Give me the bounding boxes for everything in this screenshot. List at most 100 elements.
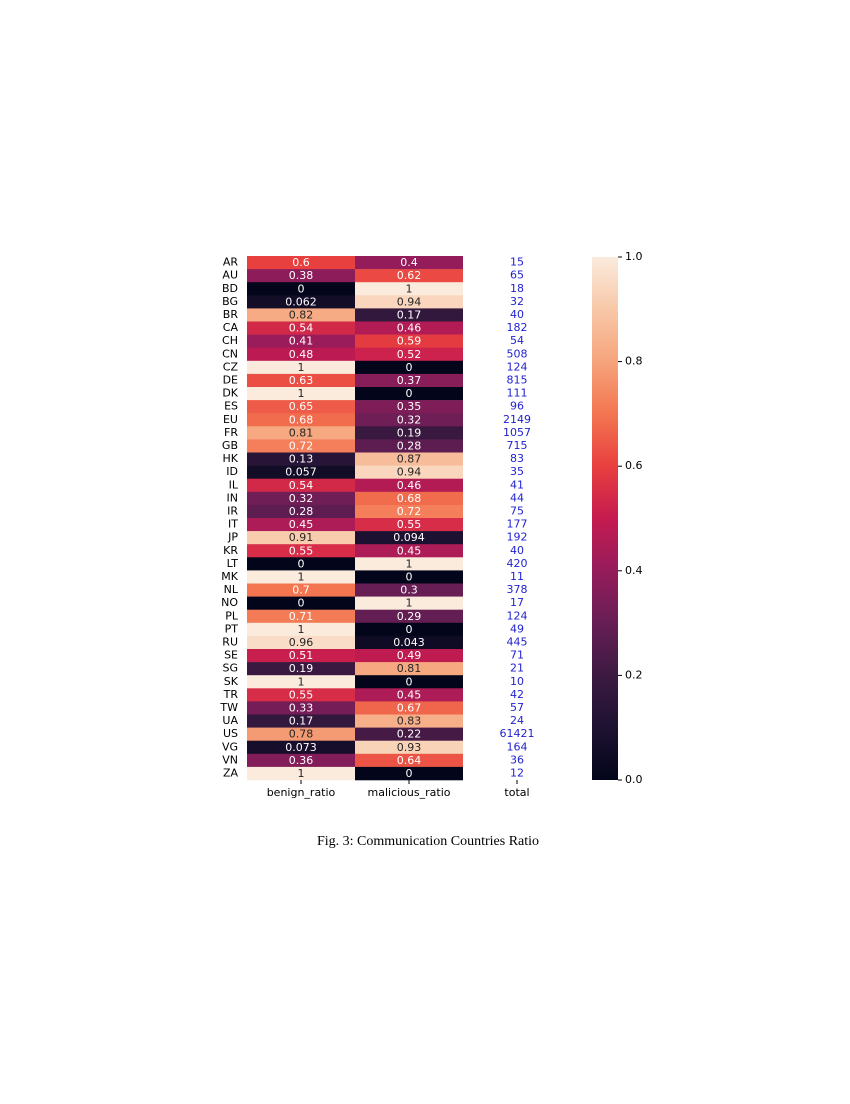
value-label: 10 [510,675,524,688]
heat-cell [355,334,463,348]
value-label: 57 [510,701,524,714]
value-label: 44 [510,491,524,504]
value-label: 0.81 [289,426,314,439]
y-tick-label: GB [222,439,238,452]
y-tick-label: CA [223,321,239,334]
value-label: 75 [510,504,524,517]
y-tick-label: BG [222,295,238,308]
value-label: 0.63 [289,374,314,387]
heat-cell [355,518,463,532]
value-label: 40 [510,544,524,557]
heat-cell [247,400,355,414]
value-label: 0.59 [397,335,422,348]
y-tick-label: AU [222,269,238,282]
y-tick-label: BR [223,308,239,321]
heat-cell [355,688,463,702]
x-tick-label: malicious_ratio [368,786,451,799]
heat-cell [355,452,463,466]
value-label: 42 [510,688,524,701]
value-label: 0.49 [397,649,422,662]
heat-cell [355,766,463,781]
value-label: 0.37 [397,374,422,387]
value-label: 124 [507,360,528,373]
value-label: 0.45 [397,688,422,701]
y-tick-label: SG [222,662,238,675]
colorbar-tick-label: 1.0 [625,250,643,263]
heat-cell [355,400,463,414]
heat-cell [247,426,355,440]
heat-cell [355,714,463,728]
value-label: 0 [406,623,413,636]
heat-cell [247,544,355,558]
value-label: 0.28 [397,439,422,452]
heat-cell [247,373,355,388]
y-tick-label: ID [226,465,238,478]
heat-cell [247,518,355,532]
heat-cell [247,727,355,741]
heat-cell [247,766,355,781]
y-tick-label: RU [222,635,238,648]
value-label: 35 [510,465,524,478]
y-tick-label: IT [228,518,238,531]
colorbar-tick-label: 0.0 [625,773,643,786]
colorbar-tick-label: 0.6 [625,459,643,472]
value-label: 0.22 [397,728,422,741]
heat-cell [355,622,463,637]
value-label: 192 [507,531,528,544]
value-label: 0.043 [393,636,425,649]
y-tick-label: SE [224,649,238,662]
value-label: 0.72 [289,439,314,452]
value-label: 0.062 [285,295,317,308]
colorbar-tick-label: 0.8 [625,355,643,368]
value-label: 0 [298,597,305,610]
value-label: 0.094 [393,531,425,544]
heat-cell [355,596,463,610]
value-label: 0.35 [397,400,422,413]
heat-cell [247,387,355,401]
value-label: 0.46 [397,322,422,335]
y-tick-label: KR [223,544,238,557]
value-label: 0.83 [397,715,422,728]
value-label: 164 [507,740,528,753]
heat-cell [355,478,463,493]
heat-cell [247,714,355,728]
heat-cell [355,557,463,571]
heat-cell [247,583,355,597]
value-label: 0.78 [289,728,314,741]
value-label: 0.48 [289,348,314,361]
value-label: 715 [507,439,528,452]
value-label: 0.33 [289,701,314,714]
heat-cell [355,269,463,283]
value-label: 21 [510,662,524,675]
heat-cell [355,504,463,519]
y-tick-label: IR [227,504,238,517]
value-label: 0.67 [397,701,422,714]
value-label: 0.073 [285,741,317,754]
heat-cell [355,439,463,453]
heat-cell [247,688,355,702]
heat-cell [355,373,463,388]
value-label: 18 [510,282,524,295]
heat-cell [247,701,355,715]
y-tick-label: DE [223,373,238,386]
value-label: 0.29 [397,610,422,623]
heat-cell [355,649,463,663]
colorbar [592,257,618,780]
heat-cell [355,675,463,689]
heat-cell [355,465,463,479]
value-label: 0 [406,767,413,780]
value-label: 0.17 [289,715,314,728]
heat-cell [247,256,355,270]
heat-cell [355,387,463,401]
colorbar-tick-label: 0.4 [625,564,643,577]
value-label: 96 [510,400,524,413]
value-label: 0.87 [397,453,422,466]
heat-cell [247,269,355,283]
value-label: 378 [507,583,528,596]
value-label: 124 [507,609,528,622]
heat-cell [355,413,463,427]
value-label: 36 [510,753,524,766]
y-tick-label: LT [227,557,239,570]
